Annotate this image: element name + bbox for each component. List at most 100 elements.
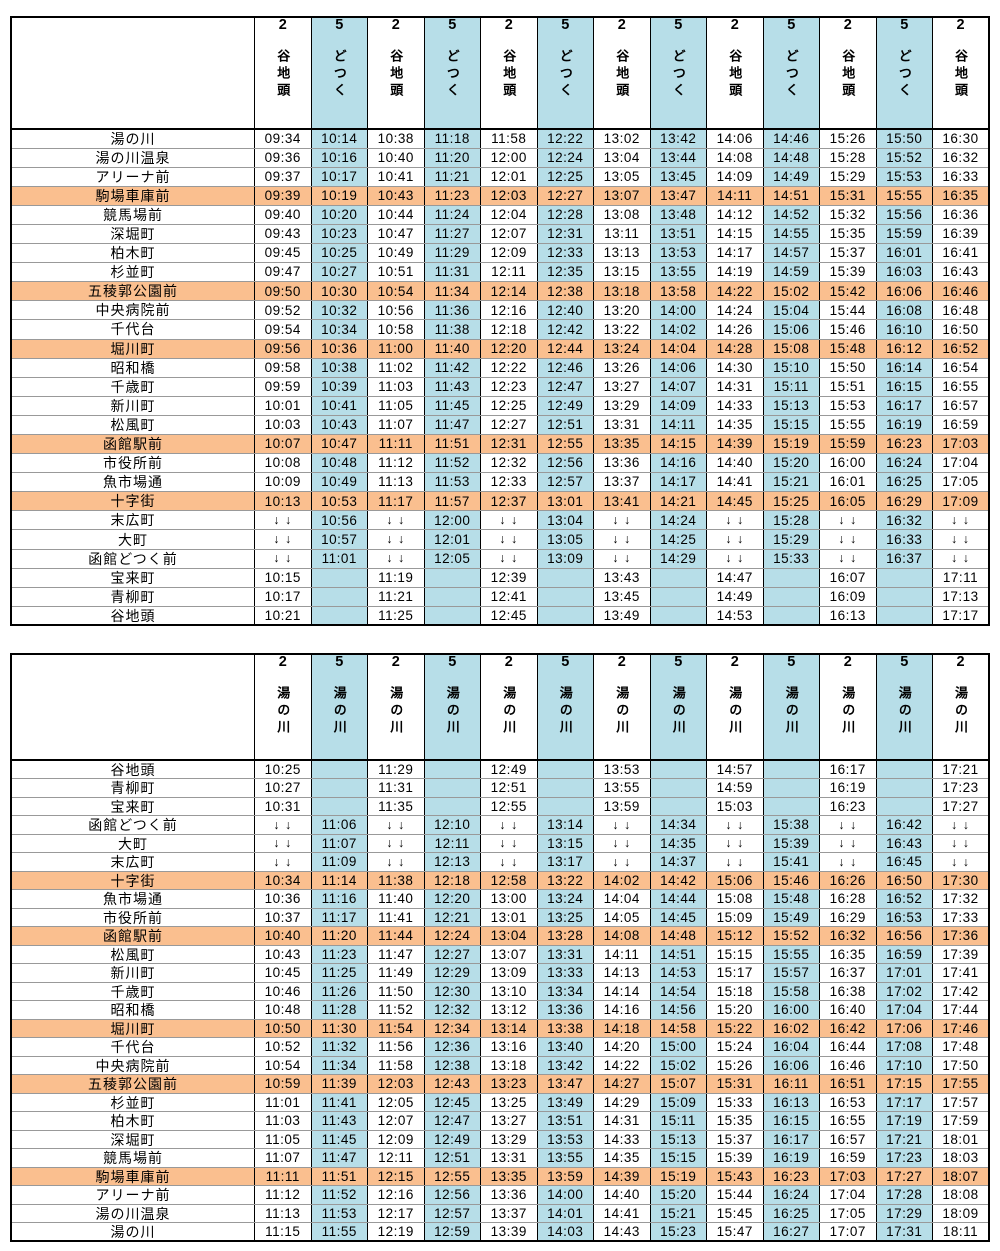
table-row: 市役所前 10:37 11:17 11:41 12:21 13:01 13:25 14:05 1…: [10, 907, 990, 928]
time-cell: 11:42: [423, 357, 481, 378]
time-cell: 13:34: [536, 981, 594, 1002]
time-cell: 10:44: [367, 204, 425, 225]
time-cell: 14:15: [706, 223, 764, 245]
time-cell: 17:19: [875, 1111, 933, 1131]
time-cell: 11:40: [367, 889, 425, 909]
time-cell: 09:36: [254, 147, 312, 168]
time-cell: 11:25: [367, 605, 425, 626]
skip-cell: ↓ ↓: [254, 833, 312, 854]
time-cell: 10:01: [254, 395, 312, 416]
time-cell: 10:51: [367, 262, 425, 283]
up-timetable: 2 湯の川 5 湯の川 2 湯の川 5 湯の川 2 湯の川 5 湯の川 2 湯の川 5 湯の川 2 湯の川 5 湯の川…: [10, 653, 990, 1243]
route-number: 2: [617, 17, 626, 33]
time-cell: 14:31: [706, 376, 764, 397]
time-cell: 14:02: [593, 870, 651, 891]
time-cell: 09:50: [254, 281, 312, 302]
time-cell: 15:20: [706, 1000, 764, 1020]
time-cell: 16:56: [875, 926, 933, 946]
time-cell: 11:05: [367, 395, 425, 416]
time-cell: 10:39: [310, 376, 368, 397]
time-cell: 11:15: [254, 1222, 312, 1242]
time-cell: 16:50: [875, 870, 933, 891]
station-cell: 堀川町: [10, 338, 255, 359]
time-cell: 17:02: [875, 981, 933, 1002]
column-header: 2 湯の川: [254, 653, 312, 762]
time-cell: 14:46: [762, 128, 820, 149]
time-cell: 13:55: [593, 778, 651, 798]
time-cell: 15:15: [706, 944, 764, 965]
destination-label: 湯の川: [275, 685, 291, 737]
time-cell: 16:46: [932, 281, 990, 302]
time-cell: 11:11: [254, 1166, 312, 1187]
empty-cell: [875, 586, 933, 607]
time-cell: 11:36: [423, 300, 481, 321]
time-cell: 16:51: [819, 1074, 877, 1094]
time-cell: 16:01: [875, 243, 933, 264]
time-cell: 16:13: [762, 1092, 820, 1113]
station-cell: 千歳町: [10, 981, 255, 1002]
route-number: 5: [561, 17, 570, 33]
empty-cell: [762, 796, 820, 817]
time-cell: 11:34: [423, 281, 481, 302]
time-cell: 15:31: [706, 1074, 764, 1094]
time-cell: 12:22: [536, 128, 594, 149]
time-cell: 15:52: [875, 147, 933, 168]
skip-cell: ↓ ↓: [706, 510, 764, 531]
time-cell: 10:36: [254, 889, 312, 909]
column-header: 5 湯の川: [536, 653, 594, 762]
time-cell: 11:43: [310, 1111, 368, 1131]
time-cell: 11:29: [423, 243, 481, 264]
destination-label: 湯の川: [727, 685, 743, 737]
time-cell: 11:14: [310, 870, 368, 891]
corner-cell: [10, 653, 255, 762]
destination-label: 谷地頭: [275, 48, 291, 100]
skip-cell: ↓ ↓: [480, 852, 538, 872]
time-cell: 13:12: [480, 1000, 538, 1020]
empty-cell: [310, 778, 368, 798]
time-cell: 16:19: [762, 1148, 820, 1168]
table-row: 魚市場通 10:09 10:49 11:13 11:53 12:33 12:57 13:37 1…: [10, 472, 990, 493]
time-cell: 10:07: [254, 433, 312, 455]
time-cell: 12:16: [367, 1185, 425, 1205]
time-cell: 11:17: [310, 907, 368, 928]
skip-cell: ↓ ↓: [819, 529, 877, 550]
route-number: 2: [391, 17, 400, 33]
time-cell: 11:31: [423, 262, 481, 283]
time-cell: 18:11: [932, 1222, 990, 1242]
time-cell: 14:17: [706, 243, 764, 264]
time-cell: 15:29: [762, 529, 820, 550]
skip-cell: ↓ ↓: [254, 548, 312, 569]
time-cell: 17:03: [932, 433, 990, 455]
time-cell: 13:51: [536, 1111, 594, 1131]
skip-cell: ↓ ↓: [254, 510, 312, 531]
time-cell: 14:06: [649, 357, 707, 378]
time-cell: 11:26: [310, 981, 368, 1002]
time-cell: 13:42: [536, 1055, 594, 1076]
time-cell: 14:11: [593, 944, 651, 965]
station-cell: 松風町: [10, 944, 255, 965]
station-cell: 五稜郭公園前: [10, 1074, 255, 1094]
time-cell: 10:25: [254, 759, 312, 780]
station-cell: 駒場車庫前: [10, 1166, 255, 1187]
time-cell: 11:34: [310, 1055, 368, 1076]
time-cell: 12:07: [480, 223, 538, 245]
time-cell: 14:00: [536, 1185, 594, 1205]
table-row: 堀川町 10:50 11:30 11:54 12:34 13:14 13:38 14:18 14…: [10, 1018, 990, 1039]
time-cell: 15:50: [875, 128, 933, 149]
route-number: 5: [335, 17, 344, 33]
time-cell: 11:18: [423, 128, 481, 149]
skip-cell: ↓ ↓: [932, 833, 990, 854]
table-row: 競馬場前 11:07 11:47 12:11 12:51 13:31 13:55 14:35 1…: [10, 1148, 990, 1168]
time-cell: 11:41: [310, 1092, 368, 1113]
time-cell: 15:15: [762, 414, 820, 436]
time-cell: 11:17: [367, 491, 425, 512]
empty-cell: [423, 586, 481, 607]
time-cell: 09:43: [254, 223, 312, 245]
time-cell: 12:45: [480, 605, 538, 626]
time-cell: 12:14: [480, 281, 538, 302]
empty-cell: [423, 759, 481, 780]
empty-cell: [649, 778, 707, 798]
time-cell: 12:25: [536, 166, 594, 187]
time-cell: 10:16: [310, 147, 368, 168]
